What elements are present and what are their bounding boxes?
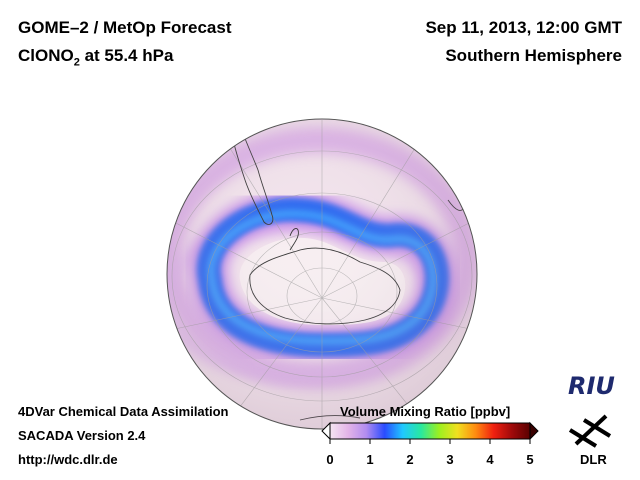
colorbar-tick-label: 2 (406, 452, 414, 467)
map-title: GOME–2 / MetOp Forecast (18, 18, 232, 37)
colorbar-tick-label: 3 (446, 452, 454, 467)
footer-line-1: 4DVar Chemical Data Assimilation (18, 404, 229, 419)
colorbar-over-arrow (529, 421, 539, 441)
colorbar-under-arrow (321, 421, 331, 441)
colorbar-tick-label: 0 (326, 452, 334, 467)
colorbar-tick-label: 4 (486, 452, 494, 467)
dlr-logo-icon (568, 414, 612, 448)
dlr-logo-text: DLR (580, 452, 607, 467)
footer-url: http://wdc.dlr.de (18, 452, 118, 467)
date-label: Sep 11, 2013, 12:00 GMT (425, 18, 622, 37)
colorbar-tick-label: 5 (526, 452, 534, 467)
colorbar-bar (329, 422, 531, 440)
hemisphere-label: Southern Hemisphere (445, 46, 622, 65)
species-label: ClONO2 at 55.4 hPa (18, 46, 174, 69)
colorbar-title: Volume Mixing Ratio [ppbv] (340, 404, 511, 419)
colorbar-tick-label: 1 (366, 452, 374, 467)
riu-logo: RIU (568, 372, 615, 400)
footer-line-2: SACADA Version 2.4 (18, 428, 146, 443)
